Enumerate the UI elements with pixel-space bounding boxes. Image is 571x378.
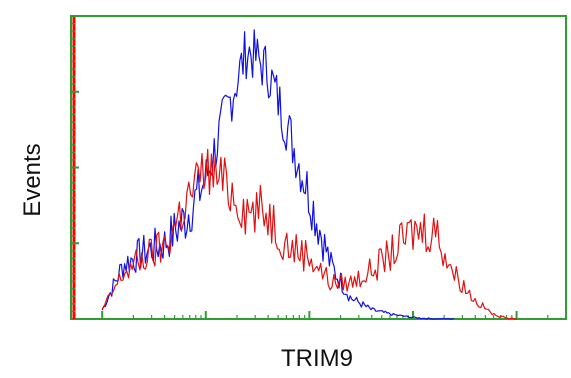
y-axis-label: Events xyxy=(19,143,46,216)
axis-ticks xyxy=(71,15,567,319)
series-line-2 xyxy=(101,148,517,320)
plot-border xyxy=(70,15,567,320)
series-layer xyxy=(101,29,517,320)
x-axis-label: TRIM9 xyxy=(281,345,353,372)
series-line-1 xyxy=(101,29,455,320)
plot-frame xyxy=(70,15,567,320)
